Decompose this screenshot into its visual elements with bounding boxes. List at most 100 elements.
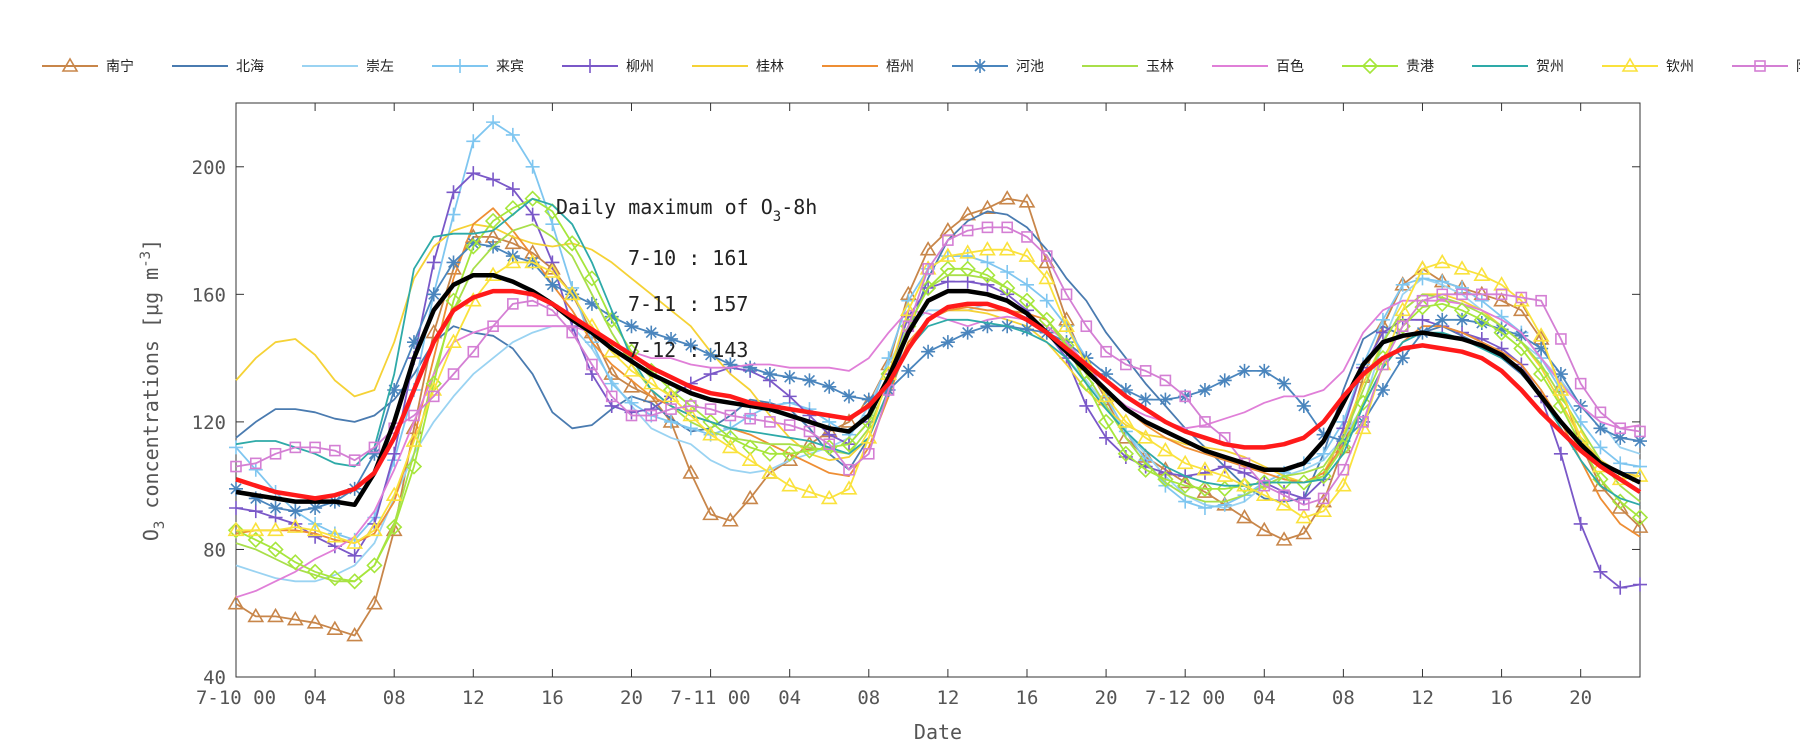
data-point bbox=[1117, 445, 1134, 462]
data-point bbox=[1275, 531, 1293, 546]
data-point bbox=[348, 454, 361, 466]
data-point bbox=[426, 255, 441, 270]
data-point bbox=[545, 277, 560, 292]
data-point bbox=[919, 241, 937, 256]
data-point bbox=[1394, 301, 1412, 317]
data-point bbox=[743, 360, 758, 375]
legend-item-河池: 河池 bbox=[952, 59, 1044, 75]
data-point bbox=[1038, 269, 1056, 285]
data-point bbox=[507, 298, 519, 310]
data-point bbox=[406, 335, 421, 350]
data-point bbox=[1021, 231, 1033, 243]
legend-label: 贺州 bbox=[1536, 59, 1564, 75]
data-point bbox=[998, 190, 1016, 205]
data-point bbox=[721, 512, 739, 527]
data-point bbox=[1078, 375, 1095, 392]
data-point bbox=[1139, 365, 1152, 377]
y-tick-label: 160 bbox=[192, 284, 226, 306]
data-point bbox=[704, 403, 717, 415]
data-point bbox=[860, 429, 878, 444]
data-point bbox=[980, 277, 995, 292]
data-point bbox=[1236, 477, 1253, 492]
x-tick-label: 20 bbox=[1095, 687, 1118, 709]
data-point bbox=[268, 500, 283, 515]
axis-ticks: 40 80 120 160 200 7-10 00 04 08 12 16 20 7-11 00 04 0… bbox=[192, 103, 1640, 709]
data-point bbox=[1316, 427, 1331, 442]
y-tick-label: 80 bbox=[203, 539, 226, 561]
data-point bbox=[685, 400, 697, 412]
data-point bbox=[1395, 277, 1410, 292]
data-point bbox=[1474, 316, 1489, 331]
data-point bbox=[942, 234, 954, 246]
data-point bbox=[1337, 463, 1350, 476]
data-point bbox=[761, 464, 779, 479]
legend: 南宁 北海 崇左 来宾 柳州 桂林 梧州 河池 玉林 百色 贵港 贺州 钦州 防城港 bbox=[42, 57, 1800, 75]
x-tick-label: 08 bbox=[1332, 687, 1355, 709]
data-point bbox=[1433, 253, 1451, 269]
plot-area: 40 80 120 160 200 7-10 00 04 08 12 16 20 7-11 00 04 0… bbox=[192, 102, 1649, 709]
data-point bbox=[1197, 500, 1212, 515]
data-point bbox=[1375, 312, 1390, 327]
data-point bbox=[1197, 383, 1212, 397]
annotation-line-7-11: 7-11 : 157 bbox=[628, 292, 748, 316]
data-point bbox=[1120, 358, 1132, 371]
data-point bbox=[721, 438, 739, 454]
legend-item-钦州: 钦州 bbox=[1602, 57, 1694, 75]
x-tick-label: 7-11 00 bbox=[671, 687, 751, 709]
annotation-line-7-12: 7-12 : 143 bbox=[628, 338, 748, 362]
data-point bbox=[1476, 288, 1488, 301]
series-line bbox=[235, 299, 1641, 599]
legend-item-贺州: 贺州 bbox=[1472, 59, 1564, 75]
data-point bbox=[445, 333, 462, 348]
data-point bbox=[682, 464, 700, 479]
data-point bbox=[840, 413, 858, 428]
data-point bbox=[1495, 288, 1508, 301]
data-point bbox=[1257, 363, 1272, 378]
legend-label: 钦州 bbox=[1666, 59, 1694, 75]
legend-label: 南宁 bbox=[106, 58, 134, 75]
series-line bbox=[235, 197, 1641, 637]
data-point bbox=[1277, 376, 1292, 391]
data-point bbox=[1176, 454, 1194, 470]
data-point bbox=[981, 221, 994, 234]
series-百色 bbox=[235, 299, 1641, 599]
data-point bbox=[1255, 521, 1273, 537]
x-tick-label: 08 bbox=[857, 687, 880, 709]
data-point bbox=[367, 446, 382, 461]
x-tick-label: 12 bbox=[936, 687, 959, 709]
data-point bbox=[1117, 413, 1135, 428]
data-point bbox=[308, 500, 323, 515]
data-point bbox=[998, 241, 1016, 256]
data-point bbox=[1217, 373, 1232, 388]
data-point bbox=[1196, 461, 1214, 476]
legend-label: 崇左 bbox=[366, 59, 394, 75]
data-point bbox=[227, 595, 245, 610]
data-point bbox=[545, 255, 560, 270]
series-line bbox=[235, 288, 1642, 501]
data-point bbox=[1494, 322, 1509, 337]
data-point bbox=[625, 409, 638, 422]
data-point bbox=[781, 445, 798, 462]
data-point bbox=[702, 505, 719, 521]
data-point bbox=[1100, 345, 1112, 358]
data-point bbox=[1099, 430, 1114, 445]
data-point bbox=[1631, 518, 1649, 533]
data-point bbox=[1453, 260, 1471, 275]
data-point bbox=[1315, 493, 1332, 508]
data-point bbox=[229, 500, 243, 515]
data-point bbox=[682, 406, 700, 422]
series-group bbox=[227, 115, 1649, 642]
data-point bbox=[1199, 416, 1211, 428]
legend-item-桂林: 桂林 bbox=[692, 59, 784, 75]
data-point bbox=[227, 521, 245, 537]
data-point bbox=[326, 570, 344, 587]
data-point bbox=[901, 363, 916, 378]
data-point bbox=[1060, 288, 1073, 301]
data-point bbox=[563, 285, 581, 301]
data-point bbox=[1514, 328, 1529, 343]
data-point bbox=[1317, 492, 1330, 505]
data-point bbox=[1159, 374, 1172, 387]
data-point bbox=[973, 59, 987, 73]
data-point bbox=[1361, 57, 1379, 75]
